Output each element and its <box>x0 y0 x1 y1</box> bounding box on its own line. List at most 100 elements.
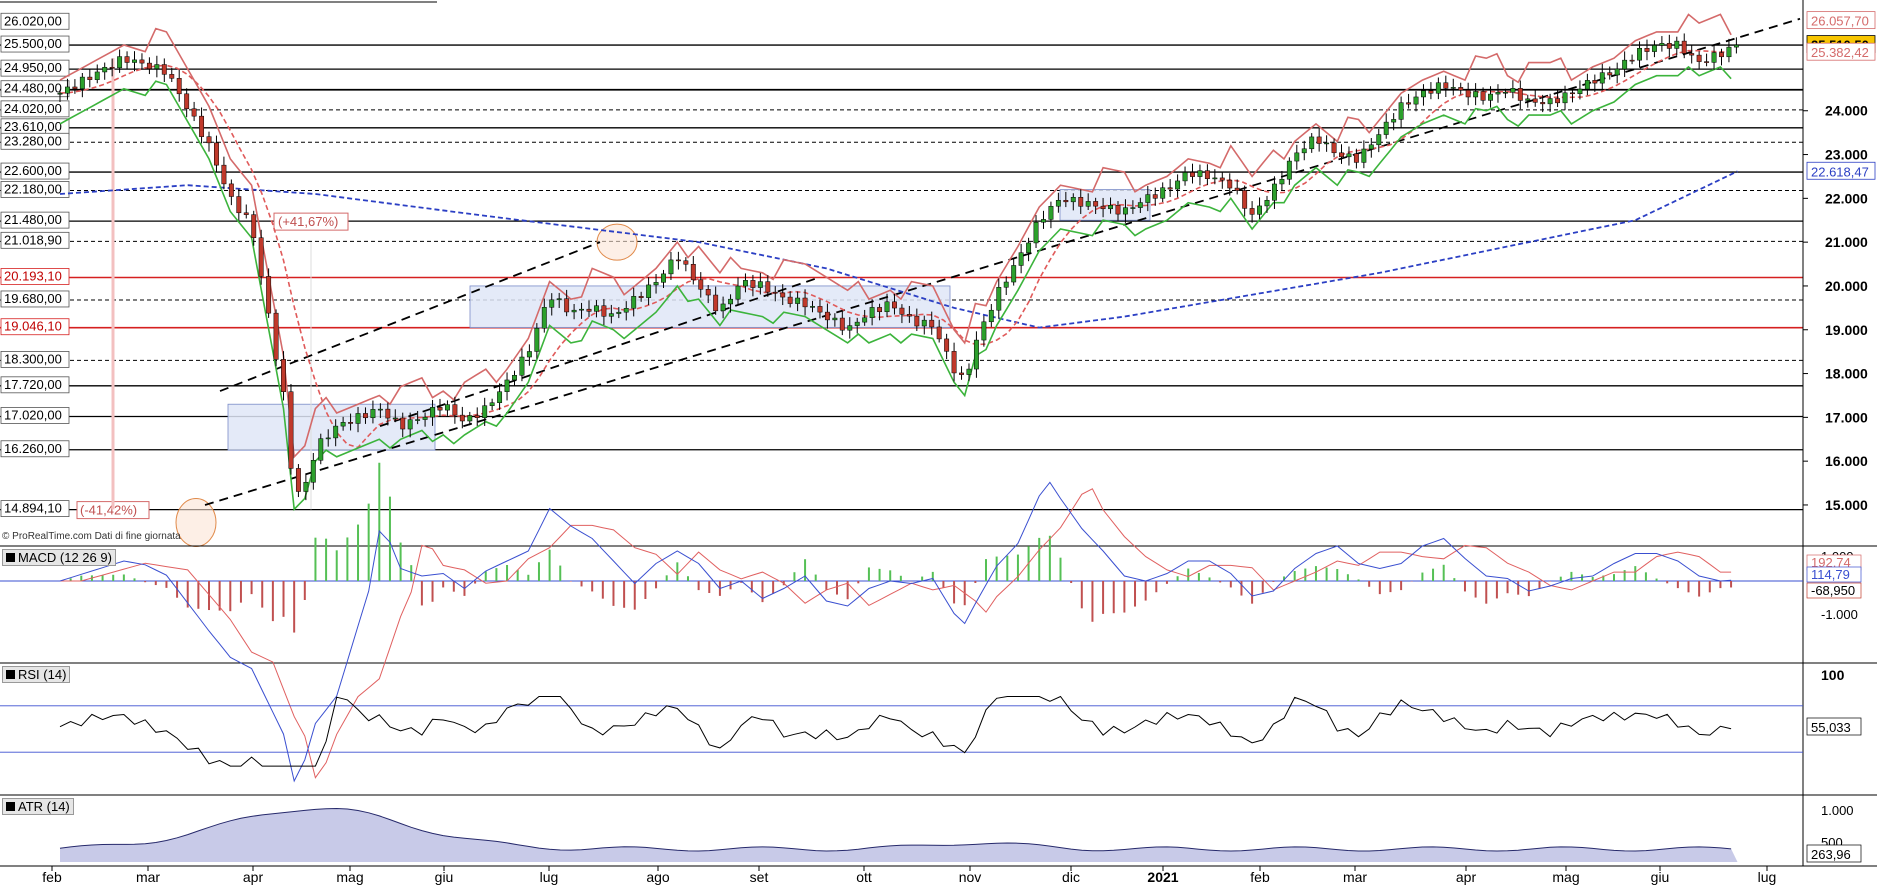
slow-moving-average <box>59 170 1738 329</box>
candle-body <box>1562 92 1568 104</box>
candle-body <box>1607 72 1613 76</box>
candle-body <box>132 59 137 63</box>
candle-body <box>1406 102 1412 105</box>
candle-body <box>1726 46 1732 58</box>
candle-body <box>802 297 808 308</box>
candle-body <box>251 214 257 239</box>
candle-body <box>79 76 85 89</box>
consolidation-box <box>1059 189 1151 221</box>
right-price-label-box <box>1806 42 1876 61</box>
candle-body <box>1033 221 1039 244</box>
candle-body <box>1659 43 1665 46</box>
candle-body <box>1383 121 1389 135</box>
candle-body <box>370 409 376 419</box>
candle-body <box>817 306 823 313</box>
candle-body <box>661 273 666 283</box>
x-tick-label: 2021 <box>1147 869 1178 885</box>
candle-body <box>616 311 622 314</box>
candle-body <box>1666 43 1672 49</box>
candle-body <box>1651 45 1657 52</box>
right-price-label-box <box>1806 161 1876 180</box>
candle-body <box>1398 102 1404 120</box>
candle-body <box>1108 205 1113 210</box>
atr-value-box <box>1806 844 1862 863</box>
candle-body <box>1212 177 1218 180</box>
candle-body <box>683 260 689 265</box>
candle-body <box>266 276 272 314</box>
candle-body <box>564 298 570 313</box>
candle-body <box>363 413 368 419</box>
candle-body <box>102 66 108 73</box>
candle-body <box>1540 102 1546 105</box>
y-tick-label: 18.000 <box>1825 366 1868 382</box>
candle-body <box>929 319 935 328</box>
candle-body <box>1689 53 1695 56</box>
candle-body <box>1510 88 1516 93</box>
macd-value-box <box>1806 582 1862 599</box>
candle-body <box>1465 89 1471 98</box>
y-tick-label: 21.000 <box>1825 234 1868 250</box>
candle-body <box>1480 91 1486 101</box>
candle-body <box>1249 208 1255 215</box>
candle-body <box>1130 207 1136 209</box>
candle-body <box>1003 281 1009 288</box>
candle-body <box>1100 205 1106 210</box>
watermark: © ProRealTime.com Dati di fine giornata <box>2 531 181 542</box>
candle-body <box>355 413 361 424</box>
y-tick-label: 22.000 <box>1825 190 1868 206</box>
candle-body <box>847 325 853 331</box>
x-tick-label: nov <box>959 869 982 885</box>
candle-body <box>1294 152 1300 162</box>
candle-body <box>1592 80 1598 84</box>
candle-body <box>824 311 830 321</box>
candle-body <box>1428 90 1434 94</box>
candle-body <box>966 368 972 375</box>
candle-body <box>437 407 443 411</box>
candle-body <box>1488 93 1493 101</box>
candle-body <box>713 294 719 312</box>
fast-moving-average <box>59 49 1732 449</box>
candle-body <box>1339 152 1344 158</box>
macd-value-label: 192,74 <box>1811 555 1851 570</box>
candle-body <box>839 317 845 331</box>
candle-body <box>459 414 465 422</box>
candle-body <box>1137 202 1143 208</box>
x-tick-label: ago <box>646 869 670 885</box>
rsi-title: RSI (14) <box>2 666 71 683</box>
candle-body <box>549 299 555 308</box>
candle-body <box>1361 148 1367 163</box>
candle-body <box>646 284 652 298</box>
candle-body <box>944 338 950 352</box>
candle-body <box>228 183 234 197</box>
candle-body <box>1532 98 1538 103</box>
macd-value-box <box>1806 566 1862 583</box>
candle-body <box>392 417 398 420</box>
candle-body <box>728 298 734 305</box>
candle-body <box>139 59 145 64</box>
candle-body <box>869 307 875 318</box>
level-label-box <box>0 290 70 308</box>
x-tick-label: lug <box>1758 869 1777 885</box>
candle-body <box>1093 201 1099 207</box>
y-tick-label: 23.000 <box>1825 147 1868 163</box>
candle-body <box>318 438 324 461</box>
candle-body <box>735 285 741 300</box>
candle-body <box>1622 59 1628 70</box>
candle-body <box>154 64 160 70</box>
trendline-major <box>204 17 1801 506</box>
candle-body <box>72 86 78 89</box>
candle-body <box>1182 172 1188 182</box>
candle-body <box>988 309 994 323</box>
level-label: 17.020,00 <box>4 407 62 422</box>
y-tick-label: 24.000 <box>1825 103 1868 119</box>
trendline-channel-lower <box>379 276 821 427</box>
level-label: 22.600,00 <box>4 163 62 178</box>
level-label: 26.020,00 <box>4 13 62 28</box>
candle-body <box>906 314 912 317</box>
candle-body <box>772 291 778 294</box>
candle-body <box>146 62 152 70</box>
candle-body <box>452 404 458 416</box>
candle-body <box>1525 98 1531 101</box>
